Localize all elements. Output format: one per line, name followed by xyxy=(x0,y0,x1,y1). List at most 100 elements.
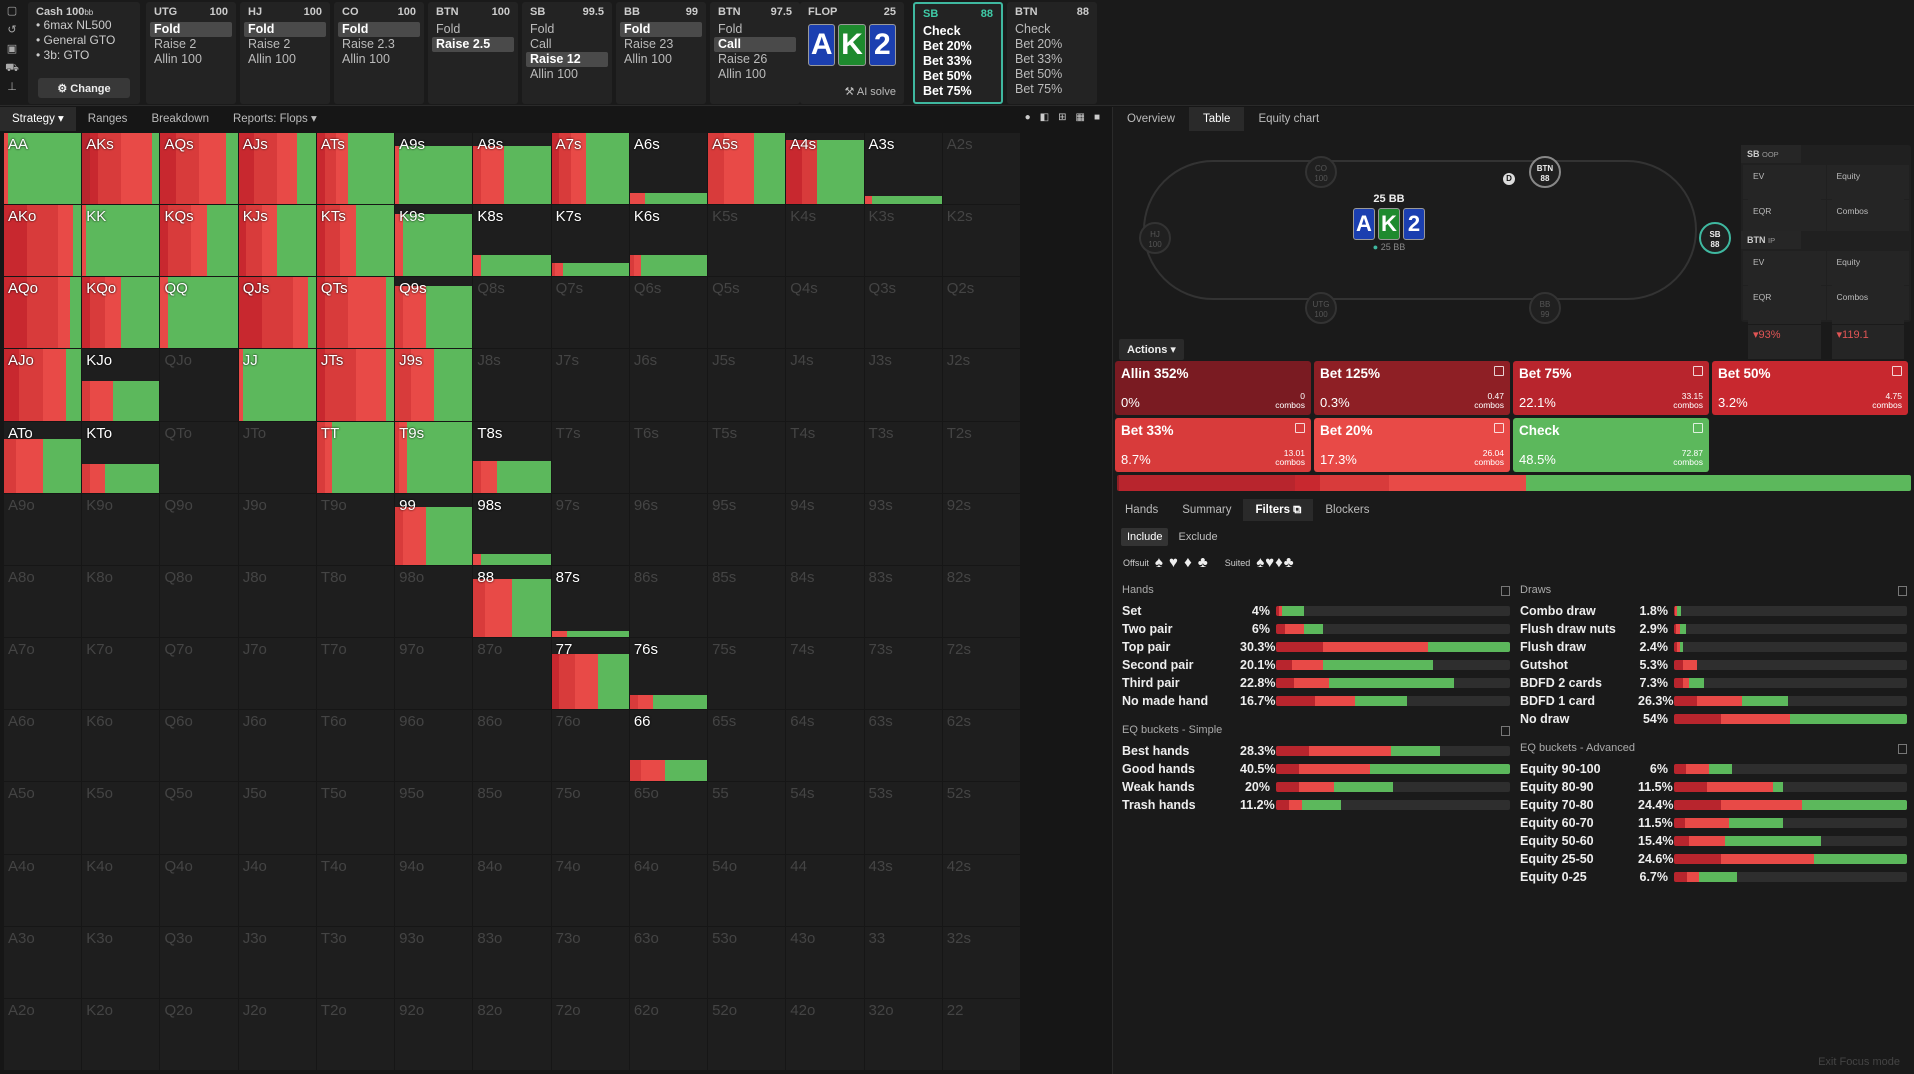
hand-cell[interactable]: T9o xyxy=(316,493,395,565)
hand-cell[interactable]: 32s xyxy=(942,926,1020,998)
filter-row[interactable]: Equity 50-60 15.4% xyxy=(1520,832,1907,850)
action-option[interactable]: Allin 100 xyxy=(248,52,296,66)
hand-cell[interactable]: 63o xyxy=(629,926,708,998)
hand-cell[interactable]: KJo xyxy=(82,349,160,421)
hand-cell[interactable]: J3s xyxy=(864,349,942,421)
hand-cell[interactable]: 95o xyxy=(395,782,473,854)
hand-cell[interactable]: Q2s xyxy=(942,277,1020,349)
hand-cell[interactable]: A8o xyxy=(4,565,82,638)
hand-cell[interactable]: A7o xyxy=(4,638,82,710)
ai-solve-button[interactable]: ⚒ AI solve xyxy=(844,86,896,98)
hand-cell[interactable]: 93s xyxy=(864,493,942,565)
filter-row[interactable]: Equity 60-70 11.5% xyxy=(1520,814,1907,832)
right-tab[interactable]: Equity chart xyxy=(1258,113,1320,125)
hand-cell[interactable]: Q8o xyxy=(160,565,238,638)
hand-cell[interactable]: K8s xyxy=(473,205,551,277)
hand-cell[interactable]: 62s xyxy=(942,710,1020,782)
hand-cell[interactable]: 72o xyxy=(551,998,629,1070)
hand-cell[interactable]: K9o xyxy=(82,493,160,565)
action-bet-50-[interactable]: Bet 50% 3.2% 4.75 combos xyxy=(1712,361,1908,415)
btn-action[interactable]: Bet 75% xyxy=(1015,82,1063,96)
position-utg[interactable]: UTG 100 Fold Raise 2 Allin 100 xyxy=(146,2,236,104)
btn-node[interactable]: BTN 88 Check Bet 20% Bet 33% Bet 50% Bet 75% xyxy=(1007,2,1097,104)
hand-cell[interactable]: T4o xyxy=(316,854,395,926)
hand-cell[interactable]: 74o xyxy=(551,854,629,926)
hand-cell[interactable]: K4s xyxy=(786,205,864,277)
hand-cell[interactable]: 87o xyxy=(473,638,551,710)
hand-cell[interactable]: T5o xyxy=(316,782,395,854)
action-option[interactable]: Fold xyxy=(436,22,461,36)
hand-cell[interactable]: J5s xyxy=(708,349,786,421)
hand-cell[interactable]: T4s xyxy=(786,421,864,493)
hand-cell[interactable]: J4s xyxy=(786,349,864,421)
file-icon[interactable]: ▢ xyxy=(6,5,18,17)
filter-row[interactable]: Good hands 40.5% xyxy=(1122,760,1510,778)
hand-cell[interactable]: J7o xyxy=(238,638,316,710)
hand-cell[interactable]: AQs xyxy=(160,133,238,205)
filter-row[interactable]: Equity 80-90 11.5% xyxy=(1520,778,1907,796)
exclude-tab[interactable]: Exclude xyxy=(1178,531,1218,543)
filter-row[interactable]: Equity 70-80 24.4% xyxy=(1520,796,1907,814)
btn-action[interactable]: Check xyxy=(1015,22,1051,36)
position-hj[interactable]: HJ 100 Fold Raise 2 Allin 100 xyxy=(240,2,330,104)
change-button[interactable]: ⚙ Change xyxy=(38,78,130,98)
action-info-icon[interactable] xyxy=(1693,366,1703,376)
sb-action[interactable]: Check xyxy=(923,24,961,38)
action-option[interactable]: Allin 100 xyxy=(624,52,672,66)
hand-cell[interactable]: A9o xyxy=(4,493,82,565)
hand-cell[interactable]: 22 xyxy=(942,998,1020,1070)
filter-tab[interactable]: Filters ⧉ xyxy=(1243,499,1314,521)
hand-cell[interactable]: 83o xyxy=(473,926,551,998)
action-info-icon[interactable] xyxy=(1494,423,1504,433)
offsuit-suits[interactable]: ♠ ♥ ♦ ♣ xyxy=(1154,554,1209,571)
filter-row[interactable]: BDFD 1 card 26.3% xyxy=(1520,692,1907,710)
filter-row[interactable]: Two pair 6% xyxy=(1122,620,1510,638)
hand-cell[interactable]: 42o xyxy=(786,998,864,1070)
action-info-icon[interactable] xyxy=(1494,366,1504,376)
action-option[interactable]: Call xyxy=(714,37,796,52)
hand-cell[interactable]: JJ xyxy=(238,349,316,421)
filter-row[interactable]: Second pair 20.1% xyxy=(1122,656,1510,674)
hand-cell[interactable]: T2s xyxy=(942,421,1020,493)
hand-cell[interactable]: 97o xyxy=(395,638,473,710)
right-tab[interactable]: Table xyxy=(1188,107,1245,131)
hand-cell[interactable]: ATo xyxy=(4,421,82,493)
seat-utg[interactable]: UTG 100 xyxy=(1305,292,1337,324)
hand-cell[interactable]: J8o xyxy=(238,565,316,638)
hand-cell[interactable]: A2s xyxy=(942,133,1020,205)
hand-cell[interactable]: K2o xyxy=(82,998,160,1070)
action-check[interactable]: Check 48.5% 72.87 combos xyxy=(1513,418,1709,472)
hand-cell[interactable]: T2o xyxy=(316,998,395,1070)
hand-cell[interactable]: J8s xyxy=(473,349,551,421)
position-btn[interactable]: BTN 97.5 Fold Call Raise 26 Allin 100 xyxy=(710,2,800,104)
suited-suits[interactable]: ♠♥♦♣ xyxy=(1256,554,1295,571)
hand-cell[interactable]: KTo xyxy=(82,421,160,493)
hand-cell[interactable]: QJo xyxy=(160,349,238,421)
hand-cell[interactable]: 52s xyxy=(942,782,1020,854)
hand-cell[interactable]: 96o xyxy=(395,710,473,782)
hand-cell[interactable]: KK xyxy=(82,205,160,277)
save-icon[interactable]: ▣ xyxy=(6,43,18,55)
hand-cell[interactable]: 92o xyxy=(395,998,473,1070)
hand-cell[interactable]: K8o xyxy=(82,565,160,638)
filter-tab[interactable]: Blockers xyxy=(1325,504,1370,516)
hand-cell[interactable]: A3o xyxy=(4,926,82,998)
hand-cell[interactable]: 88 xyxy=(473,565,551,638)
exit-focus-mode[interactable]: Exit Focus mode xyxy=(1818,1056,1900,1068)
hand-cell[interactable]: 64s xyxy=(786,710,864,782)
action-option[interactable]: Allin 100 xyxy=(530,67,578,81)
hand-cell[interactable]: ATs xyxy=(316,133,395,205)
actions-dropdown[interactable]: Actions ▾ xyxy=(1119,339,1184,360)
hand-cell[interactable]: Q5s xyxy=(708,277,786,349)
hand-cell[interactable]: K7s xyxy=(551,205,629,277)
hand-cell[interactable]: 73s xyxy=(864,638,942,710)
hand-cell[interactable]: Q2o xyxy=(160,998,238,1070)
sb-action[interactable]: Bet 20% xyxy=(923,39,972,53)
action-option[interactable]: Raise 12 xyxy=(526,52,608,67)
hand-cell[interactable]: 52o xyxy=(708,998,786,1070)
hand-cell[interactable]: 76o xyxy=(551,710,629,782)
hand-cell[interactable]: 75o xyxy=(551,782,629,854)
hand-cell[interactable]: Q3s xyxy=(864,277,942,349)
hand-cell[interactable]: 94o xyxy=(395,854,473,926)
action-option[interactable]: Fold xyxy=(620,22,702,37)
